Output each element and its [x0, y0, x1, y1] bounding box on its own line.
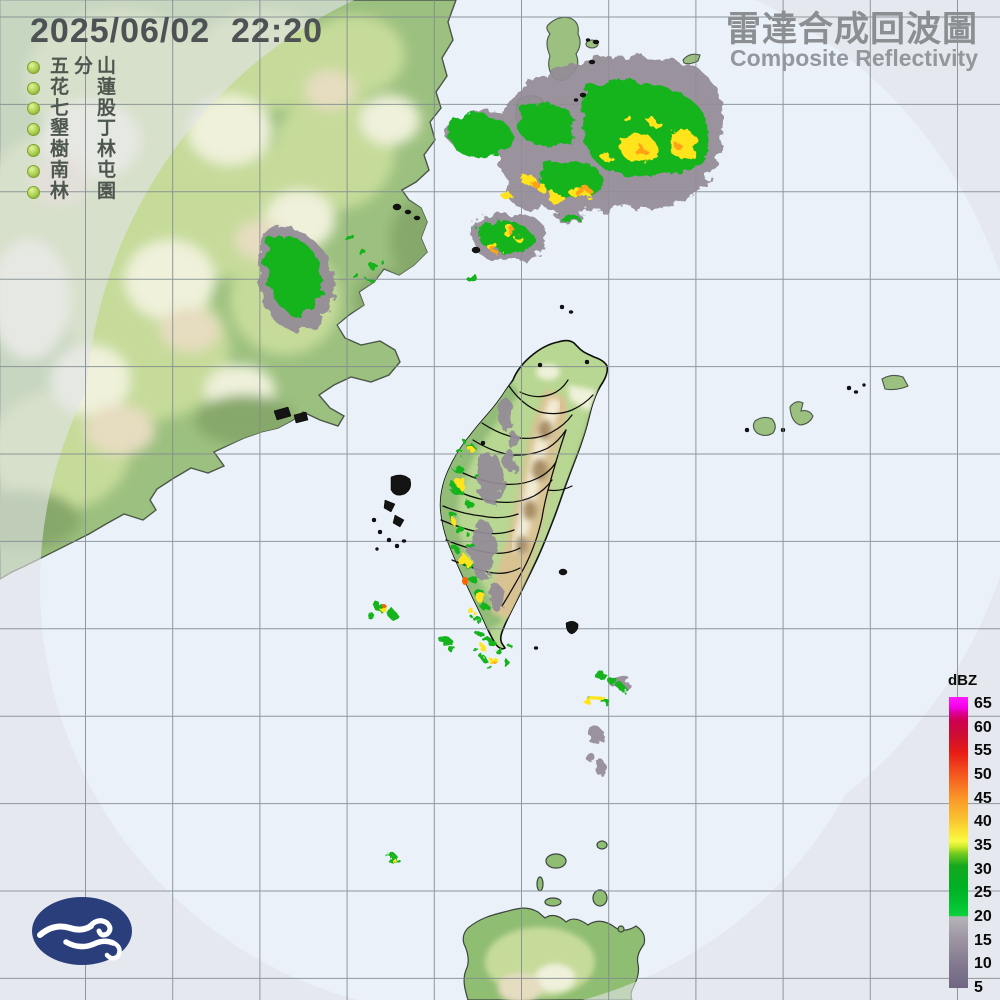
station-item: 七股: [24, 97, 117, 120]
station-item: 樹林: [24, 139, 117, 161]
station-item: 南屯: [24, 159, 117, 182]
station-name-char: 樹: [49, 139, 69, 161]
station-name-char: 山: [96, 56, 116, 77]
station-name-char: 林: [96, 139, 116, 161]
station-dot-icon: [27, 144, 40, 158]
station-name-char: 屯: [96, 159, 116, 181]
station-dot-icon: [27, 185, 40, 199]
station-dot-icon: [27, 102, 40, 116]
station-name-char: 墾: [49, 118, 69, 140]
station-name-char: 股: [96, 97, 116, 119]
station-item: 墾丁: [24, 119, 117, 140]
timestamp: 2025/06/02 22:20: [30, 12, 324, 50]
station-name-char: 南: [49, 159, 69, 181]
station-name-char: 園: [96, 180, 116, 202]
station-name-char: 五: [49, 56, 69, 77]
echo-severe-layer: [382, 577, 468, 608]
title-block: 雷達合成回波圖 Composite Reflectivity: [725, 10, 978, 71]
station-item: 五分山: [24, 56, 117, 78]
echo-intense-layer: [491, 143, 682, 664]
cwa-logo: [32, 897, 132, 965]
station-dot-icon: [27, 164, 40, 178]
station-name-char: 林: [49, 180, 69, 202]
small-islets: [273, 38, 600, 650]
station-dot-icon: [27, 81, 40, 95]
station-name-char: 分: [73, 56, 93, 77]
station-name-char: 丁: [96, 118, 116, 140]
station-dot-icon: [27, 60, 40, 74]
station-name-char: 花: [49, 76, 69, 98]
station-name-char: 蓮: [96, 76, 116, 98]
radar-station-list: 五分山花蓮七股墾丁樹林南屯林園: [24, 56, 117, 203]
page-subtitle: Composite Reflectivity: [730, 45, 978, 71]
station-item: 林園: [24, 180, 117, 203]
radar-echoes: [259, 55, 723, 862]
station-item: 花蓮: [24, 76, 117, 99]
station-dot-icon: [27, 123, 40, 137]
station-name-char: 七: [49, 97, 69, 119]
page-title: 雷達合成回波圖: [725, 10, 978, 49]
